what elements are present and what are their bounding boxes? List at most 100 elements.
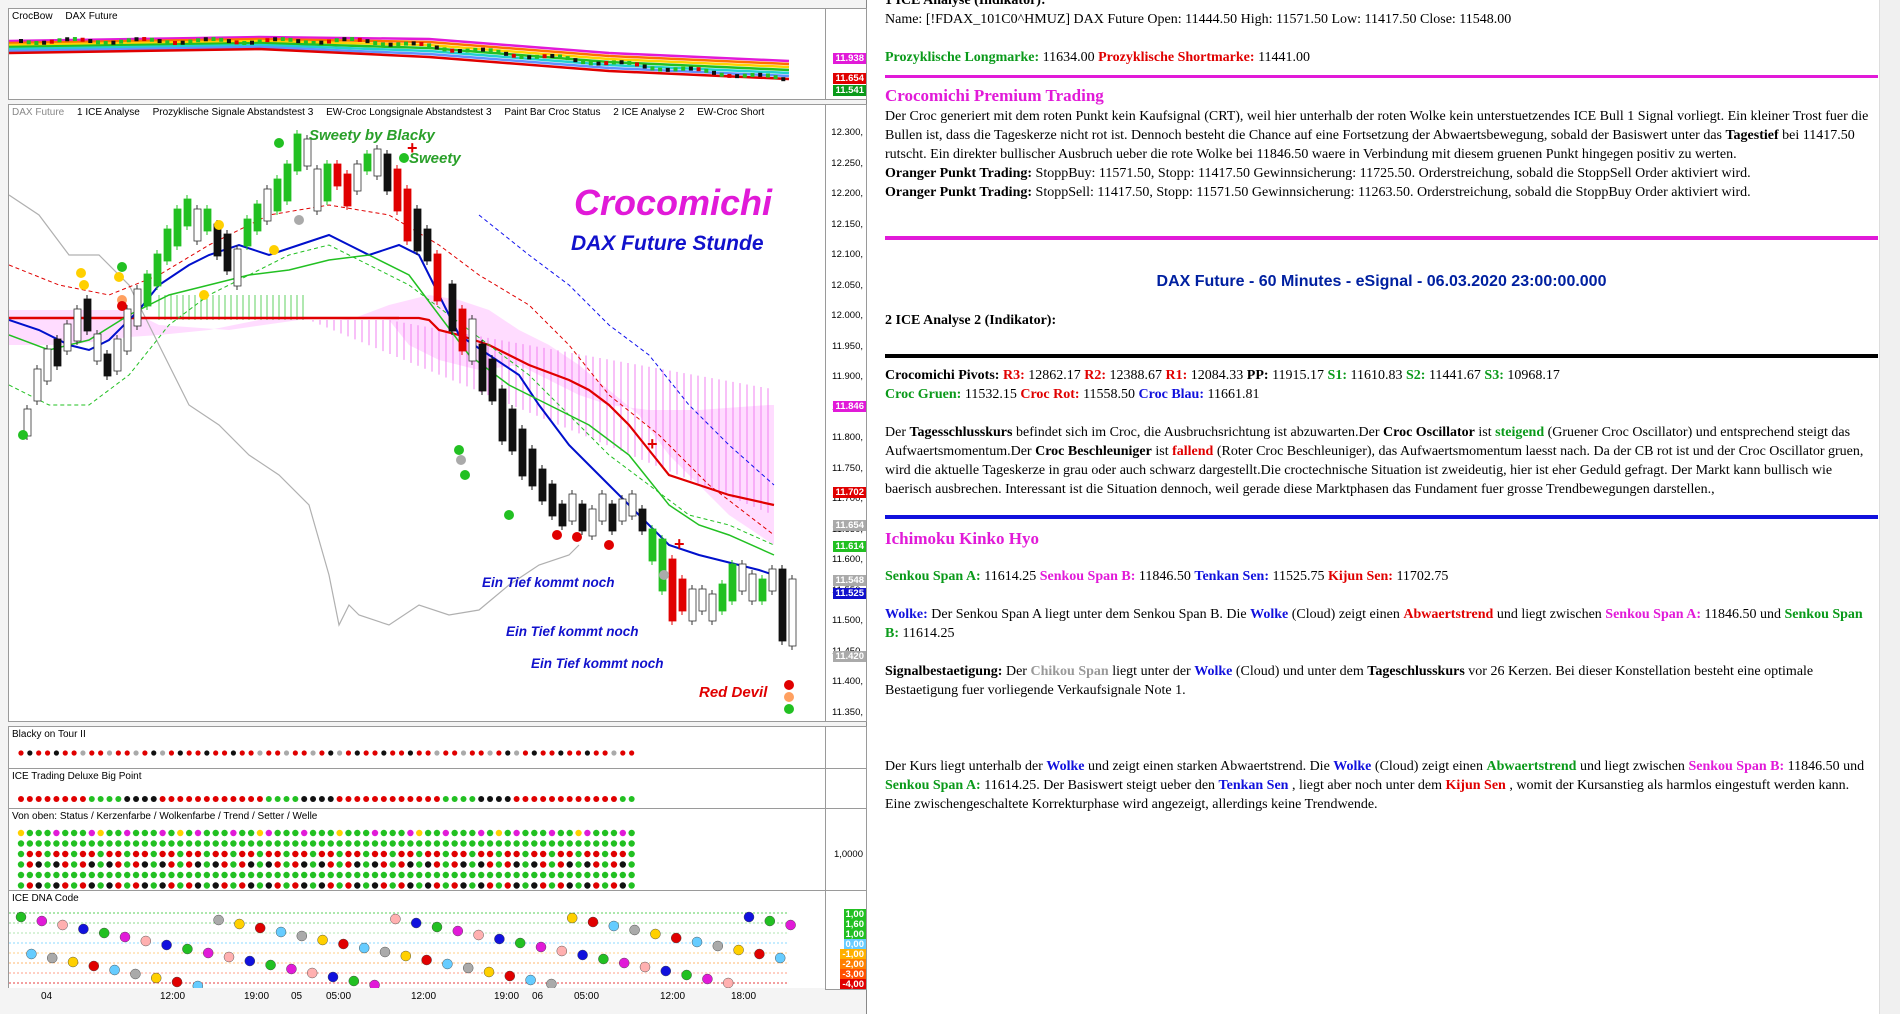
crocbow-candle <box>665 67 670 72</box>
crocbow-candle <box>658 67 663 72</box>
report-content: 1 ICE Analyse (Indikator): Name: [!FDAX_… <box>885 0 1878 814</box>
croc-values-line: Croc Gruen: 11532.15 Croc Rot: 11558.50 … <box>885 385 1878 404</box>
study-label-prozyklisch[interactable]: Prozyklische Signale Abstandstest 3 <box>152 107 314 118</box>
status-dot <box>513 850 520 858</box>
status-dot <box>283 861 290 868</box>
blacky-dot <box>443 750 449 756</box>
annotation-tief-2: Ein Tief kommt noch <box>506 624 639 639</box>
crocbow-candle <box>765 73 770 78</box>
dna-marker <box>140 935 152 947</box>
vertical-scrollbar[interactable] <box>1879 0 1900 1014</box>
blacky-dots <box>18 750 635 756</box>
status-dot <box>478 861 485 868</box>
dna-marker <box>150 972 162 984</box>
crocbow-candle <box>442 47 447 52</box>
w-i: Senkou Span B: <box>885 607 1863 641</box>
ice-dot <box>168 796 175 802</box>
chikou-span-line <box>9 194 580 627</box>
ice-dot <box>407 796 414 802</box>
candle-body <box>528 448 537 487</box>
blacky-dot <box>602 750 608 756</box>
blacky-dot <box>115 750 121 756</box>
status-pane[interactable]: Von oben: Status / Kerzenfarbe / Wolkenf… <box>8 808 867 892</box>
blacky-dot <box>540 750 546 756</box>
candle-body <box>788 578 797 647</box>
status-dot <box>97 861 104 868</box>
crocbow-candle <box>265 38 270 43</box>
dna-marker <box>473 929 484 941</box>
status-dot <box>610 829 618 837</box>
ice-dot <box>345 796 352 802</box>
crocbow-candle <box>396 42 401 47</box>
candle-body <box>263 188 272 222</box>
study-label-ewcroc-long[interactable]: EW-Croc Longsignale Abstandstest 3 <box>326 107 492 118</box>
status-dot <box>177 829 184 837</box>
status-dot <box>239 829 246 837</box>
status-dot <box>539 882 547 889</box>
sb-b: Der <box>1005 664 1027 679</box>
price-y-label: 11.800, <box>832 432 863 443</box>
status-dot <box>318 829 326 837</box>
dna-marker <box>36 915 47 927</box>
ice-dot <box>203 796 210 802</box>
status-dot <box>362 850 370 858</box>
blacky-dot <box>283 750 290 756</box>
sb-c: Chikou Span <box>1030 664 1109 679</box>
blacky-dot <box>248 750 254 756</box>
blacky-dot <box>584 750 591 756</box>
crocbow-candle <box>611 60 616 65</box>
ice-trading-pane[interactable]: ICE Trading Deluxe Big Point <box>8 768 867 810</box>
ice-dot <box>195 796 201 802</box>
crocbow-candle <box>34 40 39 45</box>
crocbow-candle <box>427 43 432 48</box>
analysis-report[interactable]: 1 ICE Analyse (Indikator): Name: [!FDAX_… <box>867 0 1900 1014</box>
price-chart-pane[interactable]: DAX Future 1 ICE Analyse Prozyklische Si… <box>8 104 867 722</box>
ice-dot <box>602 796 609 802</box>
status-dot <box>44 882 51 889</box>
status-dot <box>442 861 449 868</box>
status-dot <box>416 850 423 858</box>
orange2-label: Oranger Punkt Trading: <box>885 185 1033 200</box>
dna-marker <box>743 911 755 923</box>
price-tag-close: 11.548 <box>833 575 866 586</box>
status-dot <box>575 829 582 837</box>
dna-pane[interactable]: ICE DNA Code 1,00 1,60 1,00 0,00 -1,00 -… <box>8 890 867 990</box>
price-tag-green: 11.614 <box>833 541 866 552</box>
study-label-ice2[interactable]: 2 ICE Analyse 2 <box>613 107 685 118</box>
study-label-paintbar[interactable]: Paint Bar Croc Status <box>504 107 601 118</box>
study-label-ice1[interactable]: 1 ICE Analyse <box>77 107 140 118</box>
status-dot <box>150 871 157 879</box>
status-dot <box>44 850 51 858</box>
dna-marker <box>775 952 786 964</box>
dashed-blue-line <box>478 214 775 486</box>
status-dot <box>274 882 281 889</box>
status-dot <box>398 871 405 879</box>
crocbow-pane[interactable]: CrocBow DAX Future 11.938 11.654 11.541 <box>8 8 867 100</box>
price-y-axis[interactable]: 11.350,11.400,11.450,11.500,11.550,11.60… <box>825 105 866 721</box>
status-dot <box>433 882 441 889</box>
candle-body <box>738 563 747 592</box>
dna-marker <box>119 931 131 943</box>
study-label-ewcroc-short[interactable]: EW-Croc Short <box>697 107 765 118</box>
status-dot <box>17 829 25 837</box>
status-dot <box>584 871 591 879</box>
r3-label: R3: <box>1002 368 1025 383</box>
time-x-axis[interactable]: 04 12:00 19:00 05 05:00 12:00 19:00 06 0… <box>8 988 825 1010</box>
candle-body <box>638 508 647 532</box>
ice-dot <box>124 796 131 802</box>
candle-body <box>468 318 477 362</box>
blacky-pane[interactable]: Blacky on Tour II <box>8 726 867 770</box>
p2-g: (Gruener Croc Oscillator) und entspreche… <box>885 425 1851 459</box>
status-dot <box>345 850 352 858</box>
divider-black <box>885 354 1878 358</box>
dna-marker <box>57 919 68 931</box>
dna-marker <box>192 980 203 989</box>
s1-value: 11610.83 <box>1350 368 1403 383</box>
status-dot <box>566 882 573 889</box>
p2-c: befindet sich im Croc, die Ausbruchsrich… <box>1015 425 1380 440</box>
status-dot <box>469 871 476 879</box>
status-dot <box>416 861 423 868</box>
status-dot <box>407 829 414 837</box>
k-k: 11614.25. Der Basiswert steigt ueber den <box>984 778 1216 793</box>
dna-marker <box>639 961 651 973</box>
